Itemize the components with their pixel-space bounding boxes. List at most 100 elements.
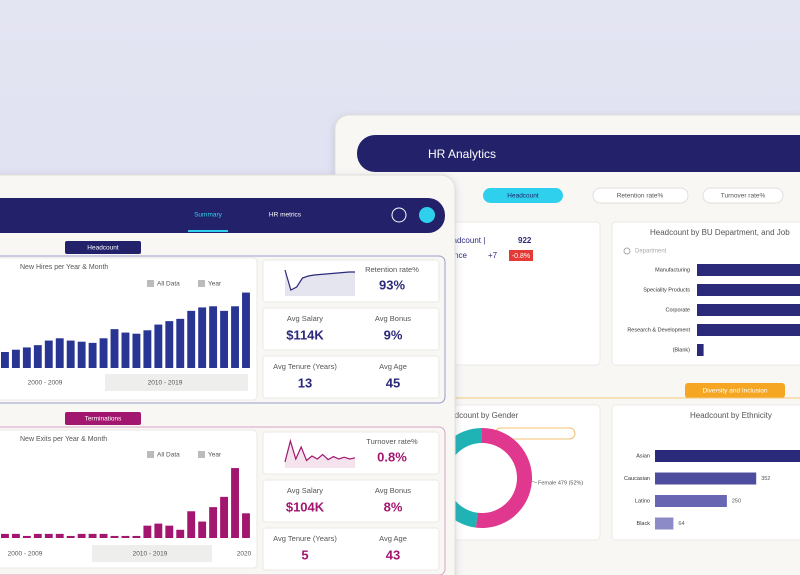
- bar: [132, 333, 141, 368]
- tab-underline: [188, 230, 228, 232]
- bar: [55, 533, 64, 538]
- diversity[interactable]: Diversity and Inclusion: [702, 388, 767, 395]
- category-label: Latino: [635, 498, 650, 504]
- tab[interactable]: Turnover rate%: [721, 193, 766, 200]
- tab-active[interactable]: [483, 188, 563, 203]
- bar: [143, 525, 152, 538]
- diversity-pill[interactable]: [685, 383, 785, 398]
- bar: [176, 529, 185, 538]
- variance-badge: [509, 250, 533, 261]
- group-band: [92, 545, 212, 562]
- tab-pill[interactable]: [592, 187, 689, 204]
- donut-segment: [475, 428, 532, 528]
- bar: [697, 324, 800, 336]
- kpi-label: Avg Salary: [287, 486, 323, 495]
- section-pill: [65, 412, 141, 425]
- filter-icon: [198, 451, 205, 458]
- donut-label: Female 479 (52%): [538, 480, 583, 486]
- bar: [198, 521, 207, 538]
- section-frame: [0, 255, 446, 404]
- filter[interactable]: All Data: [157, 452, 180, 459]
- kpi-value: $114K: [286, 327, 324, 342]
- front-dashboard: Summary HR metrics Headcount New Hires p…: [0, 174, 456, 575]
- tab[interactable]: Headcount: [507, 193, 539, 200]
- bar: [132, 535, 141, 538]
- bar: [697, 344, 704, 356]
- bar: [220, 310, 229, 368]
- category-label: (Blank): [673, 347, 691, 353]
- tab[interactable]: Retention rate%: [617, 193, 664, 200]
- section-pill: [65, 241, 141, 254]
- bar: [697, 264, 800, 276]
- filter[interactable]: All Data: [157, 281, 180, 288]
- bar: [99, 533, 108, 538]
- kpi-label: Avg Bonus: [375, 486, 411, 495]
- bar: [55, 338, 64, 368]
- bar: [209, 507, 218, 538]
- kpi-card: [262, 527, 440, 571]
- kpi-value: 5: [301, 547, 308, 562]
- tab[interactable]: HR metrics: [269, 212, 302, 219]
- bar: [143, 330, 152, 368]
- action-icon[interactable]: [419, 207, 435, 223]
- filter-icon: [147, 451, 154, 458]
- search-icon: [623, 247, 631, 255]
- bar: [88, 533, 97, 538]
- kpi-value: 45: [386, 375, 400, 390]
- kpi-value: 9%: [384, 327, 403, 342]
- bar: [187, 511, 196, 538]
- category-label: Asian: [636, 453, 650, 459]
- tab-pill[interactable]: [702, 187, 784, 204]
- variance-pct: -0.8%: [512, 253, 530, 260]
- bar: [1, 352, 9, 368]
- bar: [44, 340, 53, 368]
- sparkline: [284, 438, 356, 463]
- kpi-label: Avg Age: [379, 534, 407, 543]
- category-label: Research & Development: [627, 327, 690, 333]
- search[interactable]: Department: [635, 249, 667, 255]
- bar: [220, 496, 229, 538]
- back-header: [357, 135, 800, 172]
- bar: [176, 318, 185, 368]
- kpi-card: [262, 307, 440, 351]
- group-label: 2000 - 2009: [8, 551, 43, 558]
- bar: [22, 535, 31, 538]
- filter[interactable]: Year: [208, 281, 222, 288]
- filter[interactable]: Year: [208, 452, 222, 459]
- bar: [154, 324, 163, 368]
- bu-chart: Manufacturing Speciality Products Corporat…: [627, 264, 800, 356]
- kpi-value: 8%: [384, 499, 403, 514]
- kpi-value: $104K: [286, 499, 325, 514]
- group-band: [105, 374, 248, 391]
- sparkline: [284, 269, 355, 291]
- kpi-label: Avg Age: [379, 362, 407, 371]
- bar: [154, 523, 163, 538]
- hire-kpis: Retention rate% 93% Avg Salary $114K Avg Bon…: [262, 259, 440, 399]
- bar: [77, 533, 86, 538]
- bar: [231, 306, 239, 368]
- kpi-value: 0.8%: [377, 449, 407, 464]
- category-label: Speciality Products: [643, 287, 690, 293]
- info-icon[interactable]: [391, 207, 407, 223]
- bar: [110, 329, 119, 368]
- bar: [198, 307, 207, 368]
- category-label: Caucasian: [624, 476, 650, 482]
- headcount-value: 922: [518, 236, 532, 245]
- bar: [242, 513, 250, 538]
- value-label: 352: [761, 476, 770, 482]
- ethnicity-title: Headcount by Ethnicity: [690, 411, 772, 420]
- bar: [22, 347, 31, 368]
- gender-title: Headcount by Gender: [440, 411, 519, 420]
- exits-chart: [1, 468, 250, 538]
- filter-icon: [198, 280, 205, 287]
- kpi-value: 43: [386, 547, 400, 562]
- kpi-label: Avg Salary: [287, 314, 323, 323]
- bar: [231, 468, 239, 538]
- category-label: Manufacturing: [655, 267, 690, 273]
- kpi-card: [262, 355, 440, 399]
- section-label: Headcount: [87, 245, 119, 252]
- kpi-label: Turnover rate%: [366, 437, 418, 446]
- tab[interactable]: Summary: [194, 212, 223, 219]
- bar: [187, 310, 196, 368]
- bar: [88, 342, 97, 368]
